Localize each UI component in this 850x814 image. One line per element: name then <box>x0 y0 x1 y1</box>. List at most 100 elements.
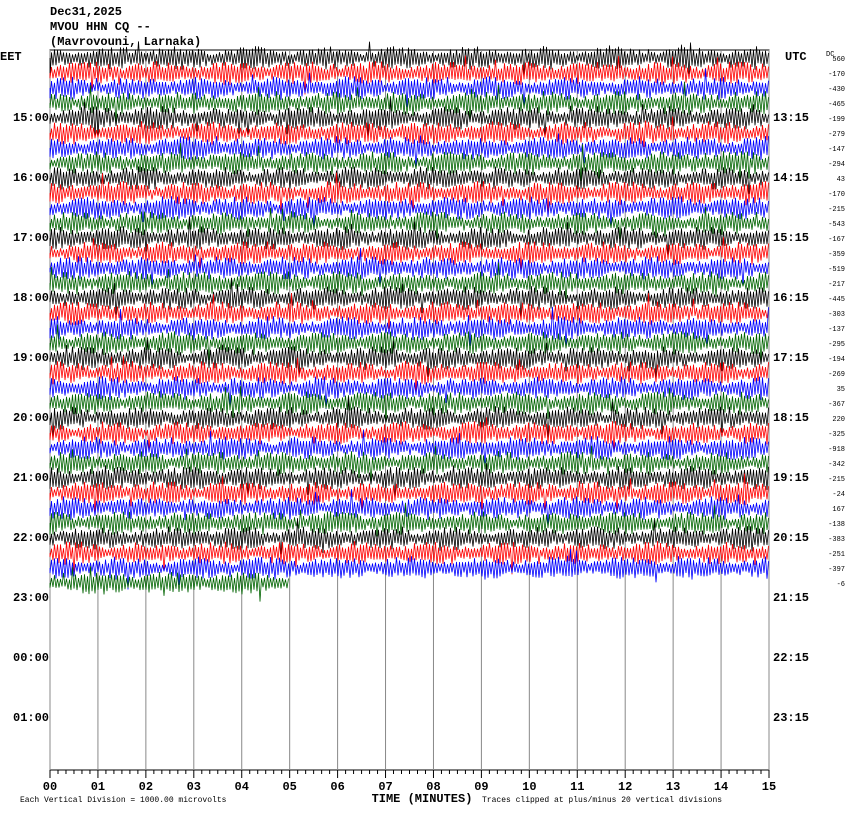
dc-offset: -303 <box>828 311 845 319</box>
trace <box>49 237 769 270</box>
right-axis-title: UTC <box>785 50 807 64</box>
dc-title: DC <box>826 51 834 59</box>
dc-offset: -6 <box>837 581 845 589</box>
x-tick-label: 06 <box>330 780 344 794</box>
trace <box>49 98 769 137</box>
dc-offset: -519 <box>828 266 845 274</box>
dc-offset: -170 <box>828 71 845 79</box>
dc-offset: 220 <box>832 416 845 424</box>
date: Dec31,2025 <box>50 5 122 19</box>
trace <box>49 306 769 347</box>
dc-offset: -294 <box>828 161 845 169</box>
x-tick-label: 09 <box>474 780 488 794</box>
x-title: TIME (MINUTES) <box>372 792 473 806</box>
trace <box>49 445 769 483</box>
dc-offset: 35 <box>837 386 845 394</box>
dc-offset: -367 <box>828 401 845 409</box>
x-tick-label: 01 <box>91 780 105 794</box>
right-label: 22:15 <box>773 651 809 665</box>
dc-offset: -430 <box>828 86 845 94</box>
trace <box>49 566 289 602</box>
dc-offset: -279 <box>828 131 845 139</box>
dc-offset: -138 <box>828 521 845 529</box>
x-tick-label: 14 <box>714 780 728 794</box>
trace <box>49 142 769 182</box>
trace <box>49 81 769 123</box>
dc-offset: 560 <box>832 56 845 64</box>
trace <box>49 277 769 319</box>
right-label: 17:15 <box>773 351 809 365</box>
trace <box>49 473 769 515</box>
trace <box>49 247 769 287</box>
trace <box>49 68 769 108</box>
x-tick-label: 02 <box>139 780 153 794</box>
dc-offset: -269 <box>828 371 845 379</box>
trace <box>49 41 769 78</box>
trace <box>49 429 769 464</box>
trace <box>49 518 769 555</box>
trace <box>49 355 769 393</box>
trace <box>49 293 769 329</box>
right-label: 14:15 <box>773 171 809 185</box>
right-label: 16:15 <box>773 291 809 305</box>
trace <box>49 196 769 230</box>
left-label: 01:00 <box>13 711 49 725</box>
trace <box>49 324 769 361</box>
x-tick-label: 12 <box>618 780 632 794</box>
left-label: 21:00 <box>13 471 49 485</box>
footer-right: Traces clipped at plus/minus 20 vertical… <box>482 796 722 805</box>
trace <box>49 463 769 500</box>
trace <box>49 172 769 213</box>
x-tick-label: 15 <box>762 780 776 794</box>
right-label: 18:15 <box>773 411 809 425</box>
trace <box>49 55 769 95</box>
x-tick-label: 00 <box>43 780 57 794</box>
right-label: 15:15 <box>773 231 809 245</box>
left-label: 23:00 <box>13 591 49 605</box>
trace <box>49 206 769 240</box>
dc-offset: -199 <box>828 116 845 124</box>
trace <box>49 166 769 195</box>
trace <box>49 417 769 452</box>
x-tick-label: 05 <box>282 780 296 794</box>
left-axis-title: EET <box>0 50 22 64</box>
right-label: 13:15 <box>773 111 809 125</box>
dc-offset: -383 <box>828 536 845 544</box>
left-label: 00:00 <box>13 651 49 665</box>
x-tick-label: 08 <box>426 780 440 794</box>
left-label: 17:00 <box>13 231 49 245</box>
dc-offset: -215 <box>828 206 845 214</box>
trace <box>49 541 769 575</box>
x-tick-label: 10 <box>522 780 536 794</box>
x-tick-label: 04 <box>235 780 249 794</box>
left-label: 20:00 <box>13 411 49 425</box>
dc-offset: -24 <box>832 491 845 499</box>
trace <box>49 386 769 422</box>
dc-offset: -170 <box>828 191 845 199</box>
dc-offset: -167 <box>828 236 845 244</box>
dc-offset: 167 <box>832 506 845 514</box>
dc-offset: -251 <box>828 551 845 559</box>
right-label: 23:15 <box>773 711 809 725</box>
trace <box>49 339 769 380</box>
trace <box>49 549 769 590</box>
dc-offset: -217 <box>828 281 845 289</box>
trace <box>49 116 769 148</box>
trace <box>49 489 769 525</box>
left-label: 22:00 <box>13 531 49 545</box>
right-label: 20:15 <box>773 531 809 545</box>
trace <box>49 133 769 169</box>
location: (Mavrovouni, Larnaka) <box>50 35 201 49</box>
dc-offset: -147 <box>828 146 845 154</box>
dc-offset: -543 <box>828 221 845 229</box>
dc-offset: -137 <box>828 326 845 334</box>
dc-offset: -194 <box>828 356 845 364</box>
left-label: 15:00 <box>13 111 49 125</box>
dc-offset: -359 <box>828 251 845 259</box>
trace <box>49 216 769 255</box>
x-tick-label: 07 <box>378 780 392 794</box>
dc-offset: 43 <box>837 176 845 184</box>
trace <box>49 376 769 410</box>
dc-offset: -295 <box>828 341 845 349</box>
